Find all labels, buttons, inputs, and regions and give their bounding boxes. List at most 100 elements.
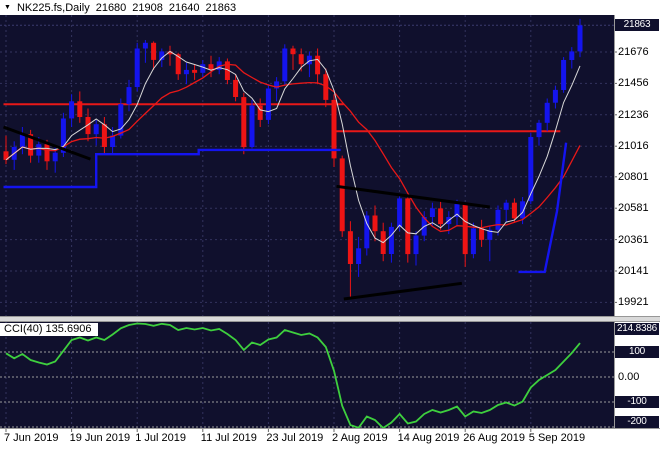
close-value: 21863 (205, 1, 237, 14)
cci-axis-label: 100 (615, 346, 659, 358)
candle-body (339, 158, 345, 232)
candle-body (28, 134, 34, 156)
candle-body (528, 137, 534, 202)
support-step-line[interactable] (3, 148, 341, 189)
time-axis-label: 2 Aug 2019 (332, 432, 388, 444)
cci-scale-max-badge: 214.8386 (615, 323, 659, 335)
candle-body (429, 208, 435, 217)
candle-body (364, 215, 370, 249)
candle-body (265, 88, 271, 120)
candle-body (323, 74, 329, 100)
chart-header: ▼ NK225.fs,Daily 21680 21908 21640 21863 (0, 0, 618, 15)
cci-axis-label: -200 (615, 416, 659, 428)
candle-body (241, 97, 247, 148)
candle-body (520, 201, 526, 219)
candle-body (331, 99, 337, 159)
candle-body (479, 228, 485, 240)
chart-dropdown-icon[interactable]: ▼ (4, 4, 11, 11)
candle-body (413, 235, 419, 255)
candle-body (134, 48, 140, 87)
panel-divider[interactable] (0, 316, 660, 322)
candle-body (159, 51, 165, 60)
candle-body (192, 69, 198, 73)
candle-body (110, 135, 116, 147)
candle-body (249, 105, 255, 147)
candle-body (257, 105, 263, 120)
support-step-line[interactable] (518, 142, 568, 274)
time-axis-label: 5 Sep 2019 (528, 432, 586, 444)
cci-axis-label: -100 (615, 396, 659, 408)
candle-body (19, 134, 25, 147)
candle-body (151, 42, 157, 60)
candle-body (77, 101, 83, 117)
price-axis-label: 21236 (618, 108, 649, 121)
price-axis-label: 21456 (618, 77, 649, 90)
time-axis-label: 11 Jul 2019 (200, 432, 257, 444)
candle-body (290, 48, 296, 55)
candle-body (175, 54, 181, 75)
candle-body (454, 204, 460, 217)
candle-body (495, 209, 501, 230)
candle-body (282, 48, 288, 82)
trend-line[interactable] (343, 281, 463, 301)
time-axis-label: 26 Aug 2019 (463, 432, 525, 444)
trend-line[interactable] (336, 184, 491, 209)
trend-line[interactable] (2, 125, 92, 161)
candle-body (142, 42, 148, 49)
candle-body (347, 231, 353, 264)
price-axis-label: 20361 (618, 233, 649, 246)
candle-body (60, 118, 66, 153)
candle-body (85, 117, 91, 135)
candle-body (552, 89, 558, 103)
candle-body (52, 152, 58, 162)
candle-body (101, 124, 107, 147)
price-axis-label: 21016 (618, 140, 649, 153)
current-price-badge: 21863 (615, 19, 659, 32)
cci-indicator-label: CCI(40) 135.6906 (0, 323, 99, 336)
candle-body (183, 69, 189, 75)
cci-axis-label: 0.00 (618, 371, 640, 383)
candle-body (405, 198, 411, 255)
time-axis-label: 23 Jul 2019 (266, 432, 324, 444)
candle-body (167, 51, 173, 55)
candle-body (200, 64, 206, 73)
candle-body (69, 101, 75, 119)
time-axis-label: 19 Jun 2019 (69, 432, 131, 444)
time-axis-label: 7 Jun 2019 (4, 432, 59, 444)
cci-plot-bg[interactable] (0, 322, 614, 428)
price-axis-label: 20801 (618, 170, 649, 183)
candle-body (3, 151, 9, 160)
high-value: 21908 (132, 1, 163, 14)
price-axis-label: 21676 (618, 45, 649, 58)
candle-body (544, 102, 550, 123)
candle-body (298, 54, 304, 65)
candle-body (118, 104, 124, 136)
candle-body (462, 204, 468, 255)
candle-body (306, 55, 312, 65)
candle-body (44, 144, 50, 162)
candle-body (503, 202, 509, 210)
candle-body (93, 124, 99, 135)
main-plot-bg[interactable] (0, 15, 614, 316)
slow-ma-line (5, 63, 581, 233)
cci-line (5, 322, 581, 430)
candle-body (536, 122, 542, 138)
axis-border-horizontal (0, 428, 660, 429)
candle-body (224, 61, 230, 80)
candle-body (36, 144, 42, 156)
open-value: 21680 (95, 1, 127, 14)
low-value: 21640 (168, 1, 200, 14)
candle-body (397, 198, 403, 227)
candle-body (577, 25, 583, 52)
candle-body (356, 248, 362, 264)
candle-body (315, 55, 321, 75)
candle-body (274, 81, 280, 89)
candle-body (372, 215, 378, 232)
candlestick-series (3, 18, 583, 297)
symbol-timeframe-label: NK225.fs,Daily (16, 1, 90, 14)
price-axis-label: 19921 (618, 296, 649, 309)
time-axis-label: 1 Jul 2019 (135, 432, 186, 444)
candle-body (233, 79, 239, 97)
